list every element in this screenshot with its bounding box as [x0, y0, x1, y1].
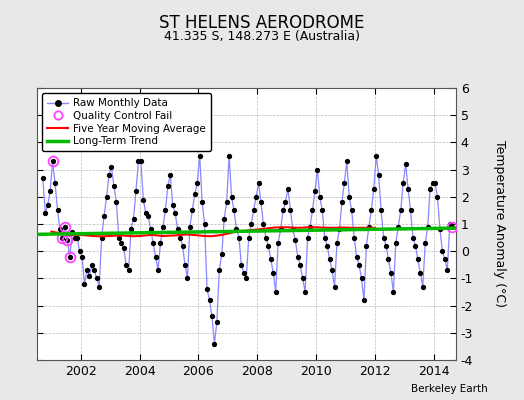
- Y-axis label: Temperature Anomaly (°C): Temperature Anomaly (°C): [493, 140, 506, 308]
- Text: Berkeley Earth: Berkeley Earth: [411, 384, 487, 394]
- Legend: Raw Monthly Data, Quality Control Fail, Five Year Moving Average, Long-Term Tren: Raw Monthly Data, Quality Control Fail, …: [42, 93, 211, 152]
- Text: 41.335 S, 148.273 E (Australia): 41.335 S, 148.273 E (Australia): [164, 30, 360, 43]
- Text: ST HELENS AERODROME: ST HELENS AERODROME: [159, 14, 365, 32]
